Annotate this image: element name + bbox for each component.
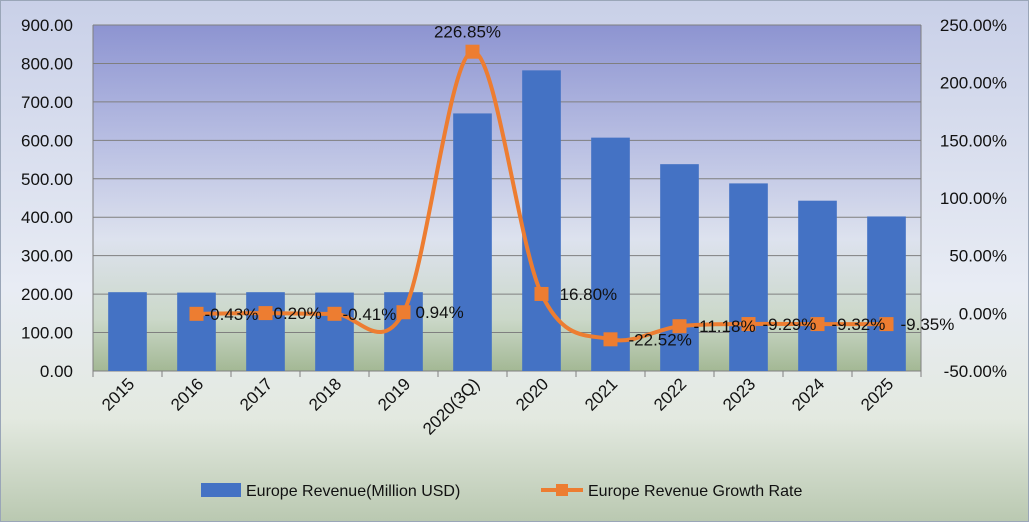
bar <box>246 292 285 371</box>
data-labels: -0.43% 0.20% -0.41% 0.94% 226.85% 16.80% -22.5… <box>205 23 955 350</box>
growth-data-label: 16.80% <box>560 285 618 304</box>
bar <box>798 200 837 371</box>
bar <box>177 292 216 371</box>
growth-data-label: -0.43% <box>205 305 259 324</box>
legend-line-label: Europe Revenue Growth Rate <box>588 483 802 500</box>
growth-data-label: -0.41% <box>343 305 397 324</box>
growth-marker <box>396 305 411 320</box>
growth-marker <box>810 317 825 332</box>
y-right-tick-label: 200.00% <box>940 74 1007 93</box>
y-left-tick-label: 0.00 <box>40 362 73 381</box>
line-series <box>189 44 894 347</box>
y-right-tick-label: 100.00% <box>940 189 1007 208</box>
bar <box>867 216 906 371</box>
growth-marker <box>741 317 756 332</box>
growth-data-label: -9.29% <box>763 315 817 334</box>
growth-marker <box>327 306 342 321</box>
y-left-tick-label: 500.00 <box>21 170 73 189</box>
y-left-tick-label: 600.00 <box>21 131 73 150</box>
bar-series <box>108 70 906 371</box>
growth-marker <box>258 306 273 321</box>
y-left-tick-label: 700.00 <box>21 93 73 112</box>
y-left-tick-label: 800.00 <box>21 54 73 73</box>
legend: Europe Revenue(Million USD) Europe Reven… <box>201 483 802 500</box>
growth-data-label: -22.52% <box>629 330 692 349</box>
growth-marker <box>879 317 894 332</box>
y-right-tick-label: 250.00% <box>940 16 1007 35</box>
legend-line-marker <box>556 484 568 496</box>
bar <box>522 70 561 371</box>
y-left-tick-label: 200.00 <box>21 285 73 304</box>
gridlines <box>92 24 922 377</box>
y-left-tick-label: 300.00 <box>21 247 73 266</box>
legend-bar-swatch <box>201 483 241 497</box>
y-left-tick-label: 100.00 <box>21 324 73 343</box>
bar <box>729 183 768 371</box>
legend-bar-label: Europe Revenue(Million USD) <box>246 483 460 500</box>
growth-marker <box>534 286 549 301</box>
bar <box>315 292 354 371</box>
y-left-tick-label: 900.00 <box>21 16 73 35</box>
growth-data-label: -9.35% <box>901 315 955 334</box>
y-left-tick-label: 400.00 <box>21 208 73 227</box>
growth-data-label: 226.85% <box>434 23 501 42</box>
y-right-tick-label: -50.00% <box>944 362 1007 381</box>
y-right-tick-label: 0.00% <box>959 304 1007 323</box>
growth-marker <box>189 306 204 321</box>
growth-data-label: 0.94% <box>416 303 464 322</box>
growth-data-label: -9.32% <box>832 315 886 334</box>
y-right-tick-label: 50.00% <box>949 247 1007 266</box>
bar <box>108 292 147 371</box>
y-right-axis: -50.00% 0.00% 50.00% 100.00% 150.00% 200.00% 2… <box>940 16 1007 381</box>
growth-marker <box>603 332 618 347</box>
growth-data-label: -11.18% <box>694 317 756 336</box>
y-right-tick-label: 150.00% <box>940 131 1007 150</box>
growth-marker <box>672 319 687 334</box>
y-left-axis: 0.00 100.00 200.00 300.00 400.00 500.00 600.00… <box>21 16 73 381</box>
bar <box>591 137 630 371</box>
bar <box>453 113 492 371</box>
bar <box>660 164 699 371</box>
growth-data-label: 0.20% <box>274 304 322 323</box>
growth-marker <box>465 44 480 59</box>
